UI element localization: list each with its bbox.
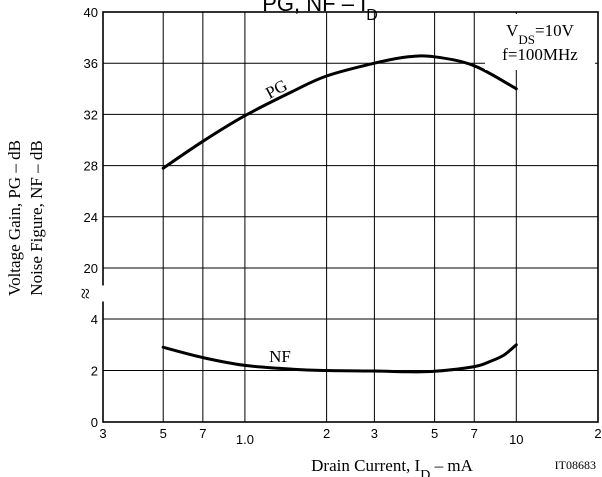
y-tick-label: 36 bbox=[84, 56, 98, 71]
axis-break-symbol: ≈ bbox=[75, 288, 97, 299]
y-tick-label: 28 bbox=[84, 159, 98, 174]
y-tick-label: 2 bbox=[91, 364, 98, 379]
x-tick-label: 3 bbox=[371, 426, 378, 441]
x-tick-label: 7 bbox=[471, 426, 478, 441]
axis-break-gap bbox=[97, 285, 109, 302]
axis-break-mark: ≈ bbox=[75, 285, 109, 302]
x-tick-label: 7 bbox=[199, 426, 206, 441]
y-tick-label: 0 bbox=[91, 415, 98, 430]
y-axis-label-line2: Noise Figure, NF – dB bbox=[27, 140, 46, 295]
condition-frequency: f=100MHz bbox=[502, 45, 578, 64]
x-tick-labels: 3 5 7 1.0 2 3 5 7 10 2 bbox=[99, 426, 601, 447]
x-tick-label: 5 bbox=[160, 426, 167, 441]
conditions-background bbox=[485, 14, 595, 70]
y-tick-label: 24 bbox=[84, 210, 98, 225]
x-tick-label: 2 bbox=[323, 426, 330, 441]
series-curves bbox=[161, 54, 518, 374]
y-tick-label: 20 bbox=[84, 261, 98, 276]
x-tick-label: 5 bbox=[431, 426, 438, 441]
series-label-pg: PG bbox=[262, 76, 290, 103]
series-label-nf: NF bbox=[269, 347, 291, 366]
grid-lines bbox=[103, 12, 598, 422]
y-tick-label: 40 bbox=[84, 5, 98, 20]
series-line-pg bbox=[161, 54, 518, 170]
plot-frame bbox=[102, 11, 599, 423]
y-tick-label: 4 bbox=[91, 312, 98, 327]
figure-code: IT08683 bbox=[555, 458, 596, 472]
x-tick-label: 3 bbox=[99, 426, 106, 441]
series-line-nf bbox=[161, 343, 518, 374]
condition-vds: VDS=10V bbox=[506, 21, 574, 47]
y-axis-label-line1: Voltage Gain, PG – dB bbox=[5, 140, 24, 296]
x-tick-label: 2 bbox=[594, 426, 601, 441]
x-axis-label: Drain Current, ID – mA bbox=[311, 456, 473, 477]
y-tick-label: 32 bbox=[84, 107, 98, 122]
x-tick-label: 10 bbox=[509, 432, 523, 447]
x-tick-label: 1.0 bbox=[236, 432, 254, 447]
